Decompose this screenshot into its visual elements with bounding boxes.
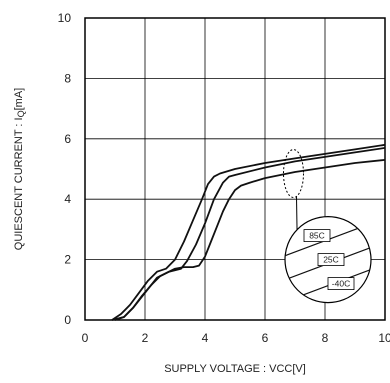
grid: [85, 18, 385, 320]
y-tick-label: 2: [64, 253, 71, 267]
y-tick-label: 10: [58, 11, 72, 25]
annotation-tag-box: [303, 229, 331, 243]
x-tick-labels: 0 2 4 6 8 10: [82, 331, 390, 345]
y-tick-label: 6: [64, 132, 71, 146]
x-tick-label: 0: [82, 331, 89, 345]
x-tick-label: 4: [202, 331, 209, 345]
annotation-tag-box: [327, 277, 355, 291]
annotation-tag-label: -40C: [332, 279, 350, 289]
annotation-lens: 85C 25C -40C: [284, 216, 372, 304]
y-axis-label-unit: [mA]: [13, 88, 25, 111]
annotation-leader-line: [296, 196, 298, 231]
annotation-tag-label: 25C: [323, 255, 339, 265]
x-axis-label: SUPPLY VOLTAGE : VCC[V]: [164, 363, 306, 375]
annotation-tag-label: 85C: [309, 231, 325, 241]
x-tick-label: 6: [262, 331, 269, 345]
y-axis-label: QUIESCENT CURRENT : IQ[mA]: [13, 88, 26, 250]
plot-frame: [84, 17, 386, 321]
annotation-tag-box: [317, 253, 345, 267]
x-tick-label: 2: [142, 331, 149, 345]
y-axis-label-sub: Q: [16, 110, 26, 117]
x-tick-label: 10: [378, 331, 390, 345]
series-line--40C: [111, 159, 386, 321]
x-tick-label: 8: [322, 331, 329, 345]
y-tick-labels: 0 2 4 6 8 10: [58, 11, 72, 327]
y-axis-label-main: QUIESCENT CURRENT : I: [13, 117, 25, 250]
series-lines: [111, 143, 386, 321]
y-tick-label: 8: [64, 71, 71, 85]
y-tick-label: 4: [64, 192, 71, 206]
annotation-ellipse: [283, 149, 304, 199]
y-tick-label: 0: [64, 313, 71, 327]
series-line-85C: [111, 143, 386, 321]
